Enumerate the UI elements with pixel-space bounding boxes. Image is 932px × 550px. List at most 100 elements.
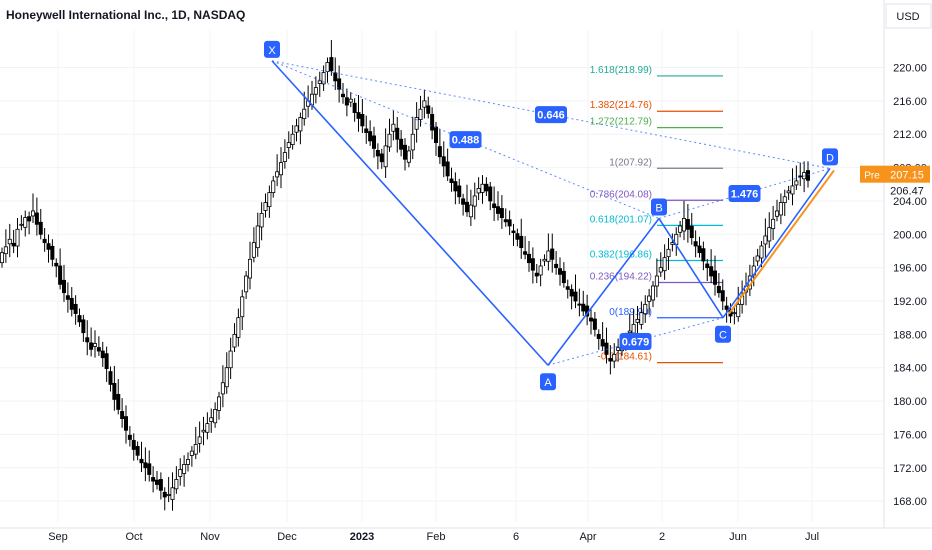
candle-body: [651, 285, 656, 301]
candle-body: [50, 245, 55, 260]
candle-body: [93, 343, 98, 347]
candle-body: [77, 315, 82, 323]
fib-label: 1.618(218.99): [590, 65, 652, 76]
candle-body: [131, 440, 136, 450]
candle-body: [325, 62, 330, 72]
candle-body: [534, 272, 539, 277]
price-tick-label: 196.00: [893, 263, 927, 275]
candle-body: [96, 347, 101, 352]
candle-body: [391, 123, 396, 132]
candle-body: [790, 185, 795, 195]
candle-body: [69, 297, 74, 310]
candle-body: [445, 161, 450, 177]
candle-body: [282, 152, 287, 162]
candle-body: [495, 206, 500, 214]
candle-body: [472, 195, 477, 207]
candle-body: [58, 265, 63, 285]
candle-body: [542, 258, 547, 262]
time-tick-label: Feb: [427, 531, 446, 543]
candle-body: [561, 270, 566, 284]
candle-body: [736, 303, 741, 318]
candle-body: [705, 263, 710, 269]
currency-label: USD: [896, 11, 919, 23]
candle-body: [0, 252, 4, 264]
candle-body: [589, 317, 594, 322]
candle-body: [259, 213, 264, 228]
point-label: D: [826, 152, 834, 164]
candle-body: [333, 72, 338, 82]
candle-body: [364, 128, 369, 133]
fib-label: 0.382(196.86): [590, 249, 652, 260]
candle-body: [317, 80, 322, 84]
point-badge: [715, 325, 731, 343]
time-tick-label: 2: [659, 531, 665, 543]
candle-body: [46, 243, 51, 250]
candle-body: [116, 394, 121, 410]
candle-body: [530, 258, 535, 271]
candle-body: [162, 491, 167, 498]
candle-body: [786, 190, 791, 194]
point-badge: [540, 373, 556, 391]
candle-body: [507, 219, 512, 227]
point-label: B: [655, 202, 662, 214]
price-tick-label: 180.00: [893, 396, 927, 408]
candle-body: [34, 212, 39, 225]
candle-body: [11, 242, 16, 247]
time-tick-label: Sep: [48, 531, 68, 543]
candle-body: [399, 138, 404, 150]
candle-body: [247, 258, 252, 279]
candle-body: [23, 217, 28, 228]
candle-body: [290, 133, 295, 145]
candle-body: [709, 266, 714, 277]
fib-label: 0(189.99): [609, 307, 652, 318]
candle-body: [379, 153, 384, 163]
point-badge: [651, 198, 667, 216]
price-tick-label: 200.00: [893, 229, 927, 241]
fib-levels: 1.618(218.99) 1.382(214.76) 1.272(212.79) 1…: [590, 65, 723, 364]
candle-body: [468, 204, 473, 218]
price-tick-label: 184.00: [893, 363, 927, 375]
candle-body: [437, 146, 442, 158]
candle-body: [313, 87, 318, 95]
candle-body: [329, 57, 334, 72]
candle-body: [360, 113, 365, 127]
candle-body: [19, 223, 24, 226]
candle-body: [368, 131, 373, 142]
candle-body: [193, 444, 198, 455]
candle-body: [108, 371, 113, 385]
pre-price-tag: [884, 165, 930, 183]
candle-body: [30, 210, 35, 217]
candle-body: [402, 144, 407, 160]
candle-body: [154, 479, 159, 485]
time-tick-label: Dec: [277, 531, 297, 543]
candle-body: [689, 225, 694, 239]
candle-body: [220, 382, 225, 395]
candle-body: [174, 479, 179, 490]
fib-label: 0.786(204.08): [590, 189, 652, 200]
ratio-labels: 0.488 0.646 0.679 1.476: [449, 106, 761, 350]
fib-label: 0.236(194.22): [590, 272, 652, 283]
point-badge: [264, 40, 280, 58]
ratio-label: 1.476: [731, 188, 759, 200]
time-tick-label: Oct: [125, 531, 142, 543]
candle-body: [794, 180, 799, 186]
candle-body: [120, 411, 125, 419]
candle-body: [573, 291, 578, 302]
candle-body: [383, 145, 388, 168]
price-tick-label: 168.00: [893, 496, 927, 508]
candle-body: [263, 202, 268, 211]
candle-body: [732, 312, 737, 315]
candle-body: [232, 333, 237, 348]
candle-body: [73, 303, 78, 314]
pre-tag: [860, 165, 884, 183]
candle-body: [480, 183, 485, 193]
candle-body: [666, 248, 671, 258]
candle-body: [406, 150, 411, 163]
harmonic-pattern[interactable]: [271, 60, 835, 366]
candle-body: [81, 319, 86, 334]
point-label: C: [719, 330, 727, 342]
chart-title: Honeywell International Inc., 1D, NASDAQ: [6, 8, 246, 22]
ratio-label: 0.679: [622, 336, 650, 348]
candle-body: [499, 208, 504, 219]
